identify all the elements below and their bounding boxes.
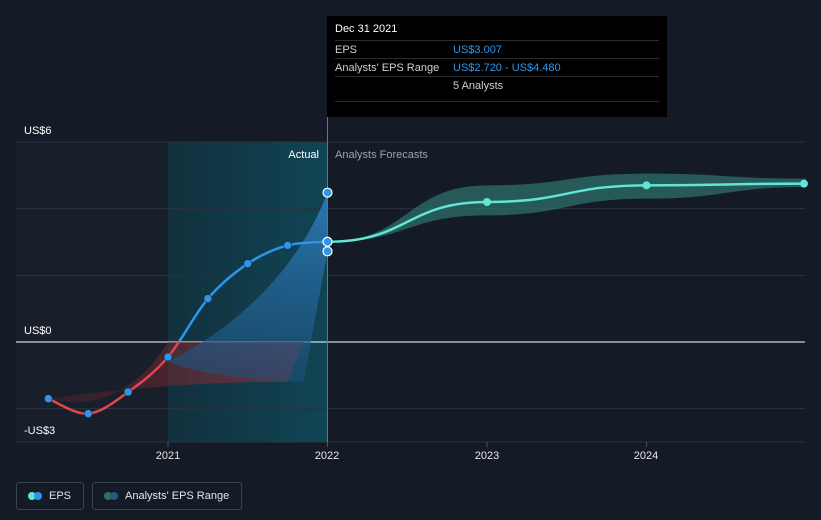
eps-forecast-point	[642, 181, 651, 190]
legend-analysts-range[interactable]: Analysts' EPS Range	[92, 482, 243, 510]
tooltip-analysts: 5 Analysts	[335, 76, 659, 95]
tooltip-eps-label: EPS	[335, 43, 358, 56]
eps-actual-point	[123, 387, 133, 397]
legend-eps[interactable]: EPS	[16, 482, 85, 510]
y-tick-label-bottom: -US$3	[24, 425, 55, 437]
legend-range-label: Analysts' EPS Range	[125, 490, 230, 502]
legend: EPS Analysts' EPS Range	[16, 482, 243, 510]
range-high-point	[322, 187, 333, 198]
tooltip: Dec 31 2021 EPS US$3.007 Analysts' EPS R…	[327, 16, 667, 117]
eps-forecast-point	[800, 179, 808, 188]
tooltip-eps-row: EPS US$3.007	[335, 40, 659, 58]
past-region-shade	[16, 142, 168, 442]
tooltip-range-value: US$2.720 - US$4.480	[453, 61, 561, 74]
y-tick-label-zero: US$0	[24, 325, 52, 337]
x-tick-label-2021: 2021	[156, 450, 180, 462]
tooltip-date: Dec 31 2021	[335, 23, 398, 35]
eps-actual-line-positive	[177, 240, 328, 342]
eps-actual-point	[243, 259, 252, 268]
x-tick-label-2022: 2022	[315, 450, 339, 462]
eps-actual-point	[163, 352, 173, 362]
actual-region-label: Actual	[288, 149, 319, 161]
eps-forecast-point	[483, 198, 491, 206]
eps-swatch-icon	[28, 492, 42, 500]
analysts-range-band	[327, 173, 806, 242]
x-tick-label-2023: 2023	[475, 450, 499, 462]
eps-forecast-line	[327, 182, 807, 244]
historical-range-positive-area	[168, 192, 328, 382]
tooltip-eps-value: US$3.007	[453, 43, 502, 56]
eps-actual-point	[44, 394, 53, 403]
tooltip-range-row: Analysts' EPS Range US$2.720 - US$4.480	[335, 58, 659, 76]
eps-actual-point	[283, 241, 292, 250]
range-low-point	[322, 246, 333, 257]
y-tick-label-top: US$6	[24, 125, 52, 137]
eps-actual-point	[84, 409, 93, 418]
x-tick-label-2024: 2024	[634, 450, 658, 462]
legend-eps-label: EPS	[49, 490, 72, 502]
tooltip-range-label: Analysts' EPS Range	[335, 61, 440, 74]
eps-actual-point	[203, 294, 213, 303]
range-swatch-icon	[104, 492, 119, 500]
forecast-region-label: Analysts Forecasts	[335, 149, 428, 161]
tooltip-divider	[335, 101, 659, 102]
eps-current-point	[322, 236, 333, 247]
